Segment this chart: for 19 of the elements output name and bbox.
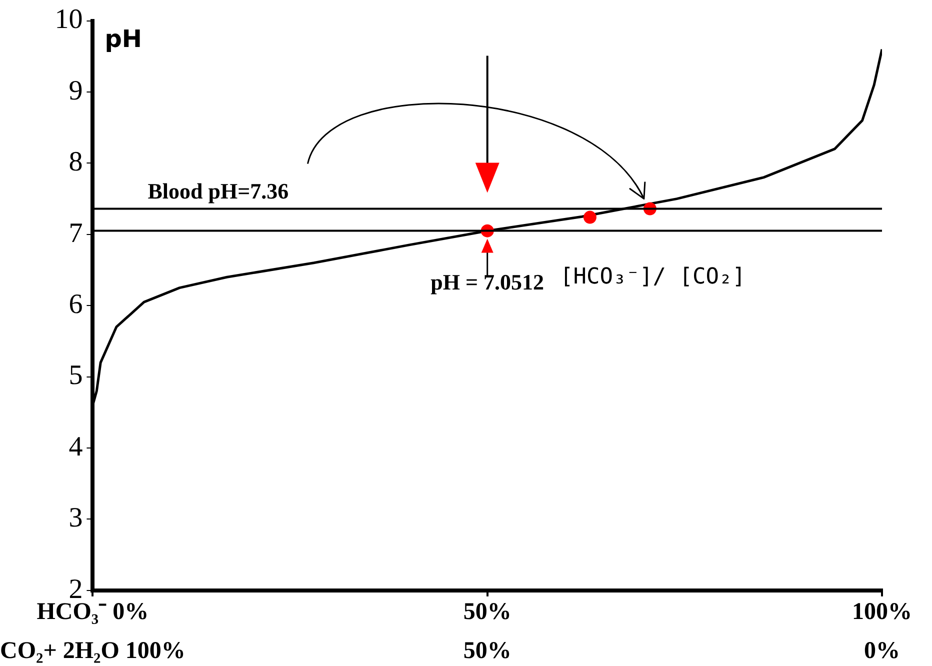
y-tick-label: 10 [54,4,83,36]
y-tick-label: 3 [68,502,83,534]
x2-tick-label: CO₂+ 2H₂O 100% [0,638,186,664]
ref-line-label: Blood pH=7.36 [148,178,289,204]
y-tick-label: 9 [68,75,83,106]
annotation: pH = 7.0512 [430,269,544,294]
y-tick-label: 4 [68,431,83,462]
x-tick-label: 50% [463,599,512,626]
y-tick-label: 8 [68,146,83,178]
x-tick-label: 100% [852,599,912,626]
y-axis-title: pH [104,25,142,54]
annotation: [HCO₃⁻]/ [CO₂] [560,264,746,290]
y-tick-label: 6 [68,288,83,320]
point [583,210,596,224]
x2-tick-label: 0% [864,638,900,664]
x-tick-label: HCO₃⁻ 0% [36,599,149,626]
x2-tick-label: 50% [463,638,512,664]
y-tick-label: 7 [68,218,83,249]
y-tick-label: 5 [68,360,83,392]
